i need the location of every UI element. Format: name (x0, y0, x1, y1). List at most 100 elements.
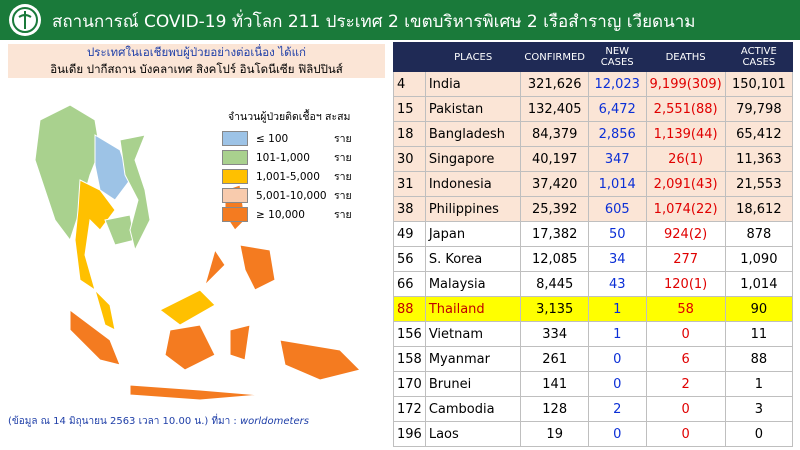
table-row: 156 Vietnam 334 1 0 11 (393, 321, 794, 347)
table-cell: Malaysia (424, 271, 522, 297)
table-cell: 0 (587, 421, 647, 447)
table-body: 4 India 321,626 12,023 9,199(309) 150,101 15 Pa… (393, 71, 794, 447)
table-cell: Laos (424, 421, 522, 447)
table-cell: 277 (645, 246, 726, 272)
logo (9, 4, 41, 36)
table-cell: 170 (393, 371, 426, 397)
legend-item: 101-1,000 ราย (222, 148, 387, 167)
table-cell: 141 (520, 371, 589, 397)
table-cell: 196 (393, 421, 426, 447)
table-cell: 11,363 (724, 146, 794, 172)
table-cell: 0 (645, 321, 726, 347)
table-cell: 88 (724, 346, 794, 372)
table-row: 88 Thailand 3,135 1 58 90 (393, 296, 794, 322)
malaysia (93, 288, 216, 331)
table-cell: 65,412 (724, 121, 794, 147)
table-cell: 150,101 (724, 71, 794, 97)
table-row: 31 Indonesia 37,420 1,014 2,091(43) 21,553 (393, 171, 794, 197)
covid-table: PLACES CONFIRMED NEW CASES DEATHS ACTIVE CAS… (393, 42, 794, 447)
vietnam (119, 134, 151, 252)
table-cell: 1 (587, 296, 647, 322)
table-cell: 120(1) (645, 271, 726, 297)
table-row: 4 India 321,626 12,023 9,199(309) 150,101 (393, 71, 794, 97)
legend-item: ≤ 100 ราย (222, 129, 387, 148)
table-cell: 6,472 (587, 96, 647, 122)
table-cell: 90 (724, 296, 794, 322)
legend-title: จำนวนผู้ป่วยติดเชื้อฯ สะสม (228, 111, 351, 123)
table-row: 30 Singapore 40,197 347 26(1) 11,363 (393, 146, 794, 172)
table-cell: 924(2) (645, 221, 726, 247)
table-cell: 1,139(44) (645, 121, 726, 147)
table-cell: Bangladesh (424, 121, 522, 147)
table-cell: 1,074(22) (645, 196, 726, 222)
indonesia (69, 309, 361, 401)
table-cell: 21,553 (724, 171, 794, 197)
table-cell: Brunei (424, 371, 522, 397)
table-cell: 9,199(309) (645, 71, 726, 97)
legend-swatch (222, 131, 248, 146)
column-header: DEATHS (645, 42, 726, 72)
table-cell: Singapore (424, 146, 522, 172)
source-note: (ข้อมูล ณ 14 มิถุนายน 2563 เวลา 10.00 น.… (8, 414, 309, 429)
table-row: 66 Malaysia 8,445 43 120(1) 1,014 (393, 271, 794, 297)
table-cell: 58 (645, 296, 726, 322)
table-cell: 50 (587, 221, 647, 247)
table-cell: 2,551(88) (645, 96, 726, 122)
legend-unit: ราย (334, 152, 352, 164)
header: สถานการณ์ COVID-19 ทั่วโลก 211 ประเทศ 2 … (0, 0, 800, 40)
header-title: สถานการณ์ COVID-19 ทั่วโลก 211 ประเทศ 2 … (52, 12, 696, 32)
table-cell: 88 (393, 296, 426, 322)
table-cell: Indonesia (424, 171, 522, 197)
table-cell: 172 (393, 396, 426, 422)
note-source: worldometers (240, 416, 309, 427)
legend-swatch (222, 207, 248, 222)
table-cell: 0 (645, 421, 726, 447)
laos (94, 134, 131, 201)
info-line: ประเทศในเอเชียพบผู้ป่วยอย่างต่อเนื่อง ได… (86, 45, 307, 59)
table-cell: 156 (393, 321, 426, 347)
table-cell: 0 (724, 421, 794, 447)
table-row: 15 Pakistan 132,405 6,472 2,551(88) 79,798 (393, 96, 794, 122)
table-cell: 4 (393, 71, 426, 97)
table-cell: 1,014 (587, 171, 647, 197)
table-cell: 1 (724, 371, 794, 397)
table-cell: 334 (520, 321, 589, 347)
thailand (74, 179, 116, 292)
table-cell: 34 (587, 246, 647, 272)
table-cell: 6 (645, 346, 726, 372)
table-row: 172 Cambodia 128 2 0 3 (393, 396, 794, 422)
table-row: 38 Philippines 25,392 605 1,074(22) 18,612 (393, 196, 794, 222)
table-cell: 38 (393, 196, 426, 222)
table-row: 49 Japan 17,382 50 924(2) 878 (393, 221, 794, 247)
legend-swatch (222, 169, 248, 184)
table-cell: 158 (393, 346, 426, 372)
table-cell: 26(1) (645, 146, 726, 172)
table-cell: Myanmar (424, 346, 522, 372)
legend-label: 5,001-10,000 (256, 189, 327, 202)
table-cell: 2,856 (587, 121, 647, 147)
legend-swatch (222, 150, 248, 165)
table-cell: 0 (587, 371, 647, 397)
legend-unit: ราย (334, 171, 352, 183)
table-cell: 1 (587, 321, 647, 347)
table-cell: 17,382 (520, 221, 589, 247)
table-cell: 11 (724, 321, 794, 347)
table-cell: 8,445 (520, 271, 589, 297)
legend-item: ≥ 10,000 ราย (222, 205, 387, 224)
table-cell: 132,405 (520, 96, 589, 122)
table-cell: 15 (393, 96, 426, 122)
legend: จำนวนผู้ป่วยติดเชื้อฯ สะสม ≤ 100 ราย 101-1… (222, 108, 387, 224)
table-cell: Thailand (424, 296, 522, 322)
table-cell: Philippines (424, 196, 522, 222)
legend-unit: ราย (334, 133, 352, 145)
table-cell: 3,135 (520, 296, 589, 322)
table-cell: 19 (520, 421, 589, 447)
table-cell: 0 (587, 346, 647, 372)
legend-swatch (222, 188, 248, 203)
table-row: 196 Laos 19 0 0 0 (393, 421, 794, 447)
table-cell: 37,420 (520, 171, 589, 197)
legend-label: ≥ 10,000 (256, 208, 305, 221)
legend-item: 5,001-10,000 ราย (222, 186, 387, 205)
legend-unit: ราย (334, 190, 352, 202)
